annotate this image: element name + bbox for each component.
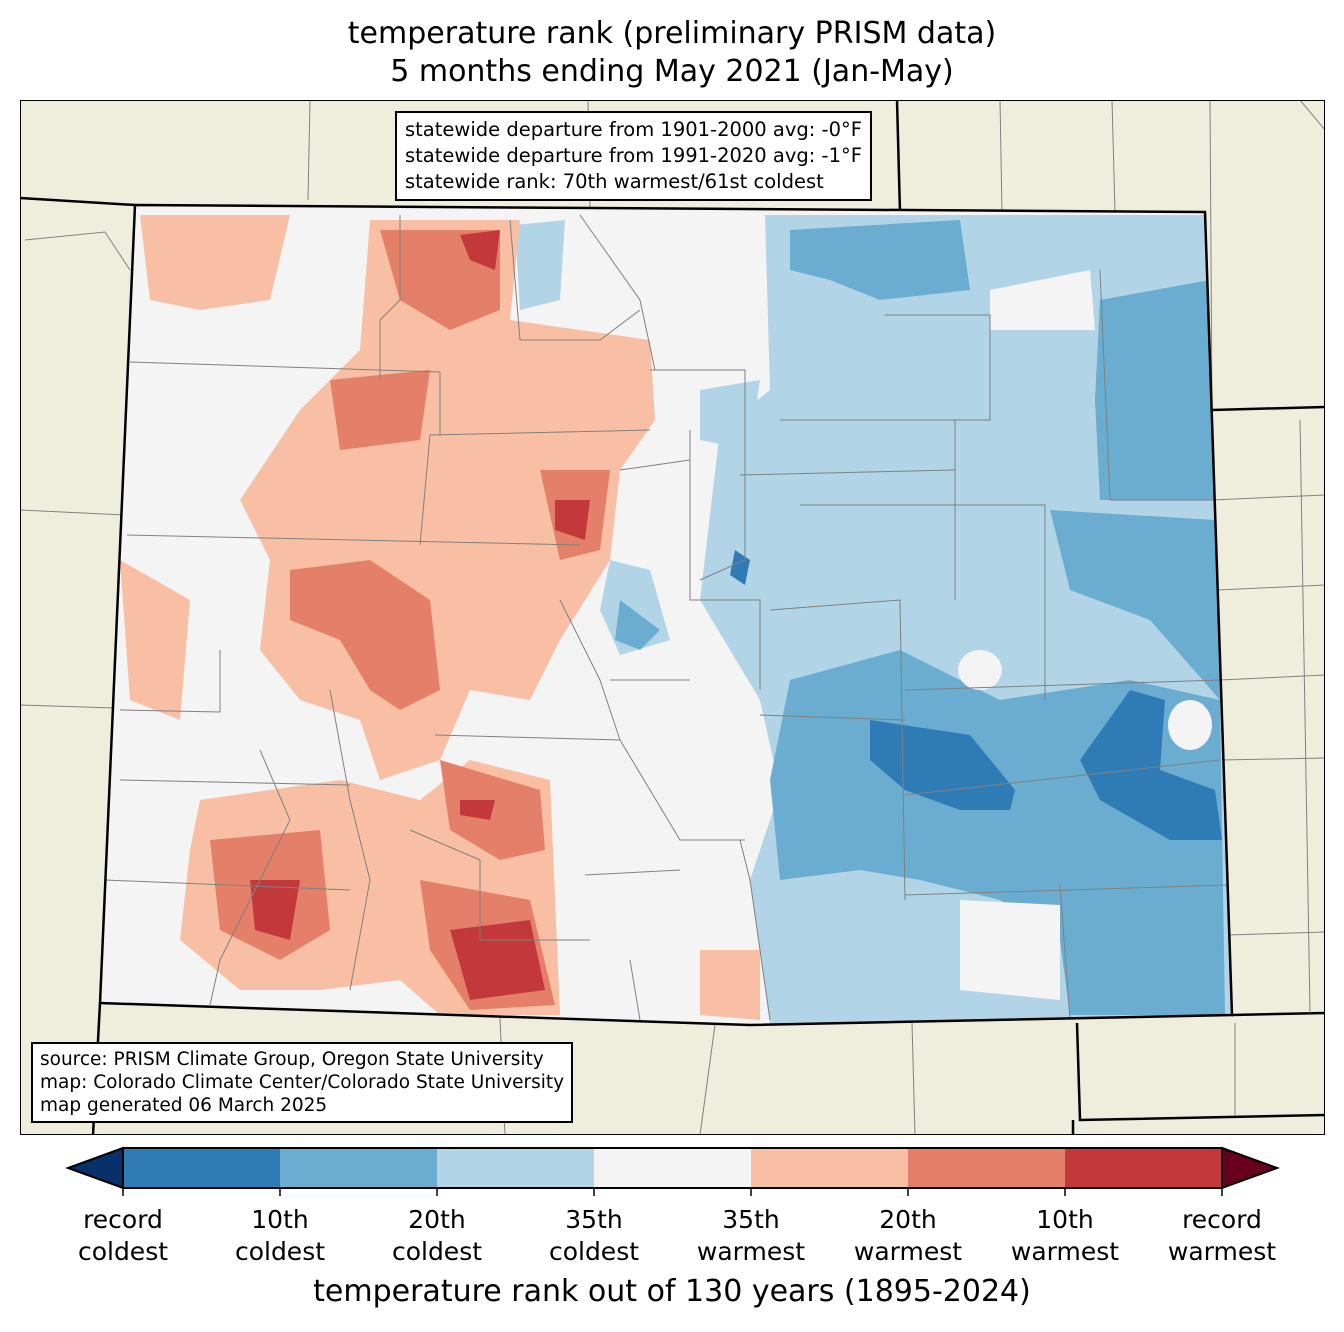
tick-label-line2: warmest — [1010, 1237, 1120, 1266]
colorbar-tick-label: record coldest — [43, 1204, 203, 1268]
tick-label-line2: coldest — [77, 1237, 169, 1266]
statewide-stats-box: statewide departure from 1901-2000 avg: … — [395, 111, 872, 201]
colorbar-segment — [594, 1148, 752, 1188]
map-title-line2: 5 months ending May 2021 (Jan-May) — [390, 54, 954, 89]
tick-label-line1: 10th — [1036, 1205, 1094, 1234]
colorbar-tick-label: 20th warmest — [828, 1204, 988, 1268]
tick-label-line2: warmest — [696, 1237, 806, 1266]
tick-label-line1: 20th — [408, 1205, 466, 1234]
tick-label-line1: 20th — [879, 1205, 937, 1234]
tick-label-line2: warmest — [1167, 1237, 1277, 1266]
colorbar-title: temperature rank out of 130 years (1895-… — [313, 1274, 1031, 1309]
tick-label-line2: coldest — [548, 1237, 640, 1266]
tick-label-line1: record — [83, 1205, 163, 1234]
colorbar-segment — [1065, 1148, 1223, 1188]
colorbar-outline — [122, 1147, 1223, 1189]
source-line-3: map generated 06 March 2025 — [40, 1095, 328, 1116]
tick-label-line2: coldest — [391, 1237, 483, 1266]
colorbar-tick-label: 10th coldest — [200, 1204, 360, 1268]
colorbar-tick-label: record warmest — [1142, 1204, 1302, 1268]
source-line-2: map: Colorado Climate Center/Colorado St… — [40, 1072, 565, 1093]
colorbar — [65, 1146, 1280, 1196]
source-line-1: source: PRISM Climate Group, Oregon Stat… — [40, 1049, 544, 1070]
colorbar-segment — [437, 1148, 595, 1188]
colorbar-segment — [280, 1148, 438, 1188]
county-lines — [104, 214, 1231, 1021]
colorbar-segment — [123, 1148, 281, 1188]
tick-label-line1: 35th — [722, 1205, 780, 1234]
stats-line-3: statewide rank: 70th warmest/61st coldes… — [405, 170, 824, 193]
colorbar-segment — [751, 1148, 909, 1188]
tick-label-line2: warmest — [853, 1237, 963, 1266]
colorbar-tick-label: 20th coldest — [357, 1204, 517, 1268]
stats-line-2: statewide departure from 1991-2020 avg: … — [405, 144, 862, 167]
colorbar-tick-label: 35th warmest — [671, 1204, 831, 1268]
map-title-line1: temperature rank (preliminary PRISM data… — [347, 16, 997, 51]
colorado-state-border — [98, 203, 1234, 1027]
colorbar-extend-high — [1221, 1146, 1280, 1190]
colorado-rank-field — [100, 205, 1232, 1025]
source-box: source: PRISM Climate Group, Oregon Stat… — [31, 1042, 574, 1123]
tick-label-line2: coldest — [234, 1237, 326, 1266]
tick-label-line1: 35th — [565, 1205, 623, 1234]
colorbar-tick-label: 10th warmest — [985, 1204, 1145, 1268]
colorbar-tick-label: 35th coldest — [514, 1204, 674, 1268]
tick-label-line1: record — [1182, 1205, 1262, 1234]
tick-label-line1: 10th — [251, 1205, 309, 1234]
colorbar-segment — [908, 1148, 1066, 1188]
stats-line-1: statewide departure from 1901-2000 avg: … — [405, 118, 862, 141]
colorbar-extend-low — [65, 1146, 124, 1190]
